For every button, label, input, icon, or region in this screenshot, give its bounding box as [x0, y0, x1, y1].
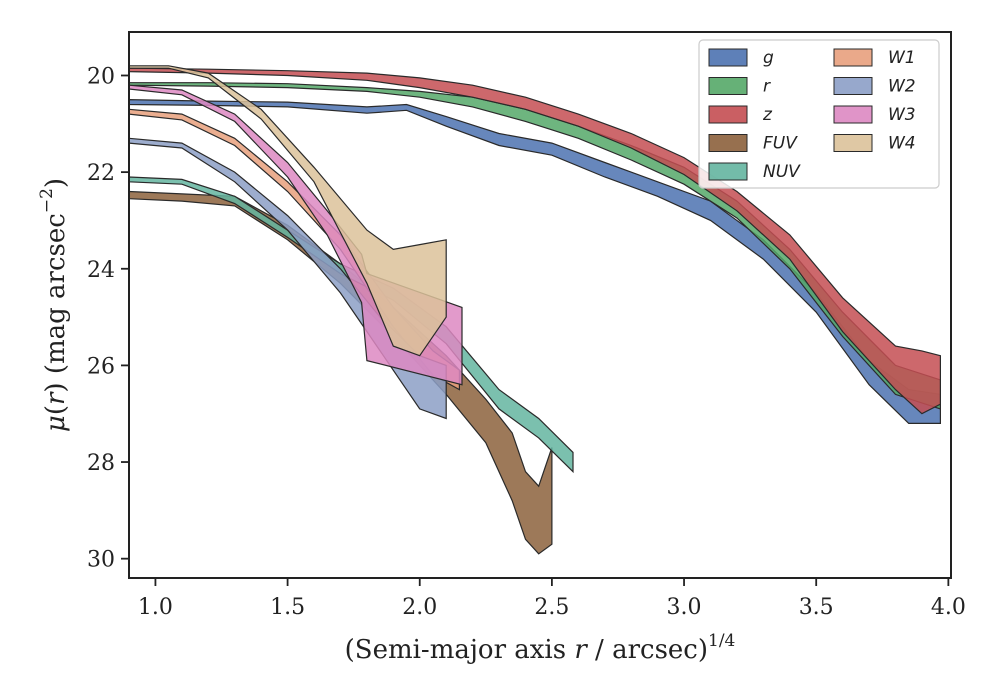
series-band-w4 — [129, 65, 447, 357]
y-axis-title: μ(r) (mag arcsec−2) — [37, 178, 71, 432]
legend-label-r: r — [763, 77, 771, 97]
x-axis-title-var: r — [574, 635, 588, 665]
y-axis-title-mu: μ — [41, 415, 71, 432]
series-band-g — [129, 98, 941, 424]
x-axis-title-main: (Semi-major axis — [345, 635, 575, 665]
legend-label-w4: W4 — [888, 134, 916, 154]
y-tick-label: 30 — [87, 548, 115, 573]
series-band-z — [129, 67, 941, 415]
y-tick-label: 24 — [87, 258, 115, 283]
legend-swatch-w1 — [833, 48, 873, 67]
y-axis-title-exp: −2 — [37, 188, 57, 213]
legend-swatch-w3 — [833, 105, 873, 124]
x-axis-title-unit: / arcsec) — [587, 635, 708, 665]
x-tick-label: 1.5 — [270, 595, 305, 620]
legend-swatch-w2 — [833, 77, 873, 95]
y-tick-label: 22 — [87, 161, 115, 186]
x-tick-label: 2.0 — [402, 595, 437, 620]
legend-swatch-g — [708, 48, 748, 67]
y-axis-title-close: ) — [41, 178, 71, 188]
y-axis-title-rest: ) (mag arcsec — [41, 213, 71, 392]
y-axis-title-paren: ( — [41, 405, 71, 415]
legend-label-w2: W2 — [888, 77, 916, 97]
legend-swatch-w4 — [833, 134, 873, 152]
x-tick-label: 4.0 — [931, 595, 966, 620]
x-tick-label: 2.5 — [534, 595, 569, 620]
y-axis-title-var: r — [41, 391, 71, 405]
legend: grz FUV NUV W1 W2 W3 W4 — [698, 39, 940, 189]
plot-frame — [128, 31, 952, 579]
series-layer — [129, 65, 941, 555]
legend-swatch-fuv — [708, 134, 748, 152]
legend-swatch-z — [708, 105, 748, 124]
x-tick-label: 3.0 — [667, 595, 702, 620]
y-tick-label: 20 — [87, 64, 115, 89]
legend-label-z: z — [762, 105, 773, 125]
x-tick-label: 1.0 — [138, 595, 173, 620]
x-axis-ticks: 1.0 1.5 2.0 2.5 3.0 3.5 4.0 — [138, 578, 966, 620]
x-tick-label: 3.5 — [799, 595, 834, 620]
series-band-w2 — [129, 137, 447, 420]
legend-swatch-r — [708, 77, 748, 95]
legend-label-w1: W1 — [888, 48, 916, 68]
legend-label-w3: W3 — [888, 105, 916, 125]
y-tick-label: 28 — [87, 451, 115, 476]
y-tick-label: 26 — [87, 354, 115, 379]
legend-label-g: g — [763, 48, 774, 68]
y-axis-ticks: 20 22 24 26 28 30 — [87, 64, 129, 573]
legend-frame — [698, 39, 940, 189]
legend-swatch-nuv — [708, 162, 748, 181]
legend-label-nuv: NUV — [763, 162, 801, 182]
x-axis-title: (Semi-major axis r / arcsec)1/4 — [345, 631, 736, 665]
x-axis-title-exp: 1/4 — [708, 631, 735, 651]
legend-label-fuv: FUV — [763, 134, 798, 154]
